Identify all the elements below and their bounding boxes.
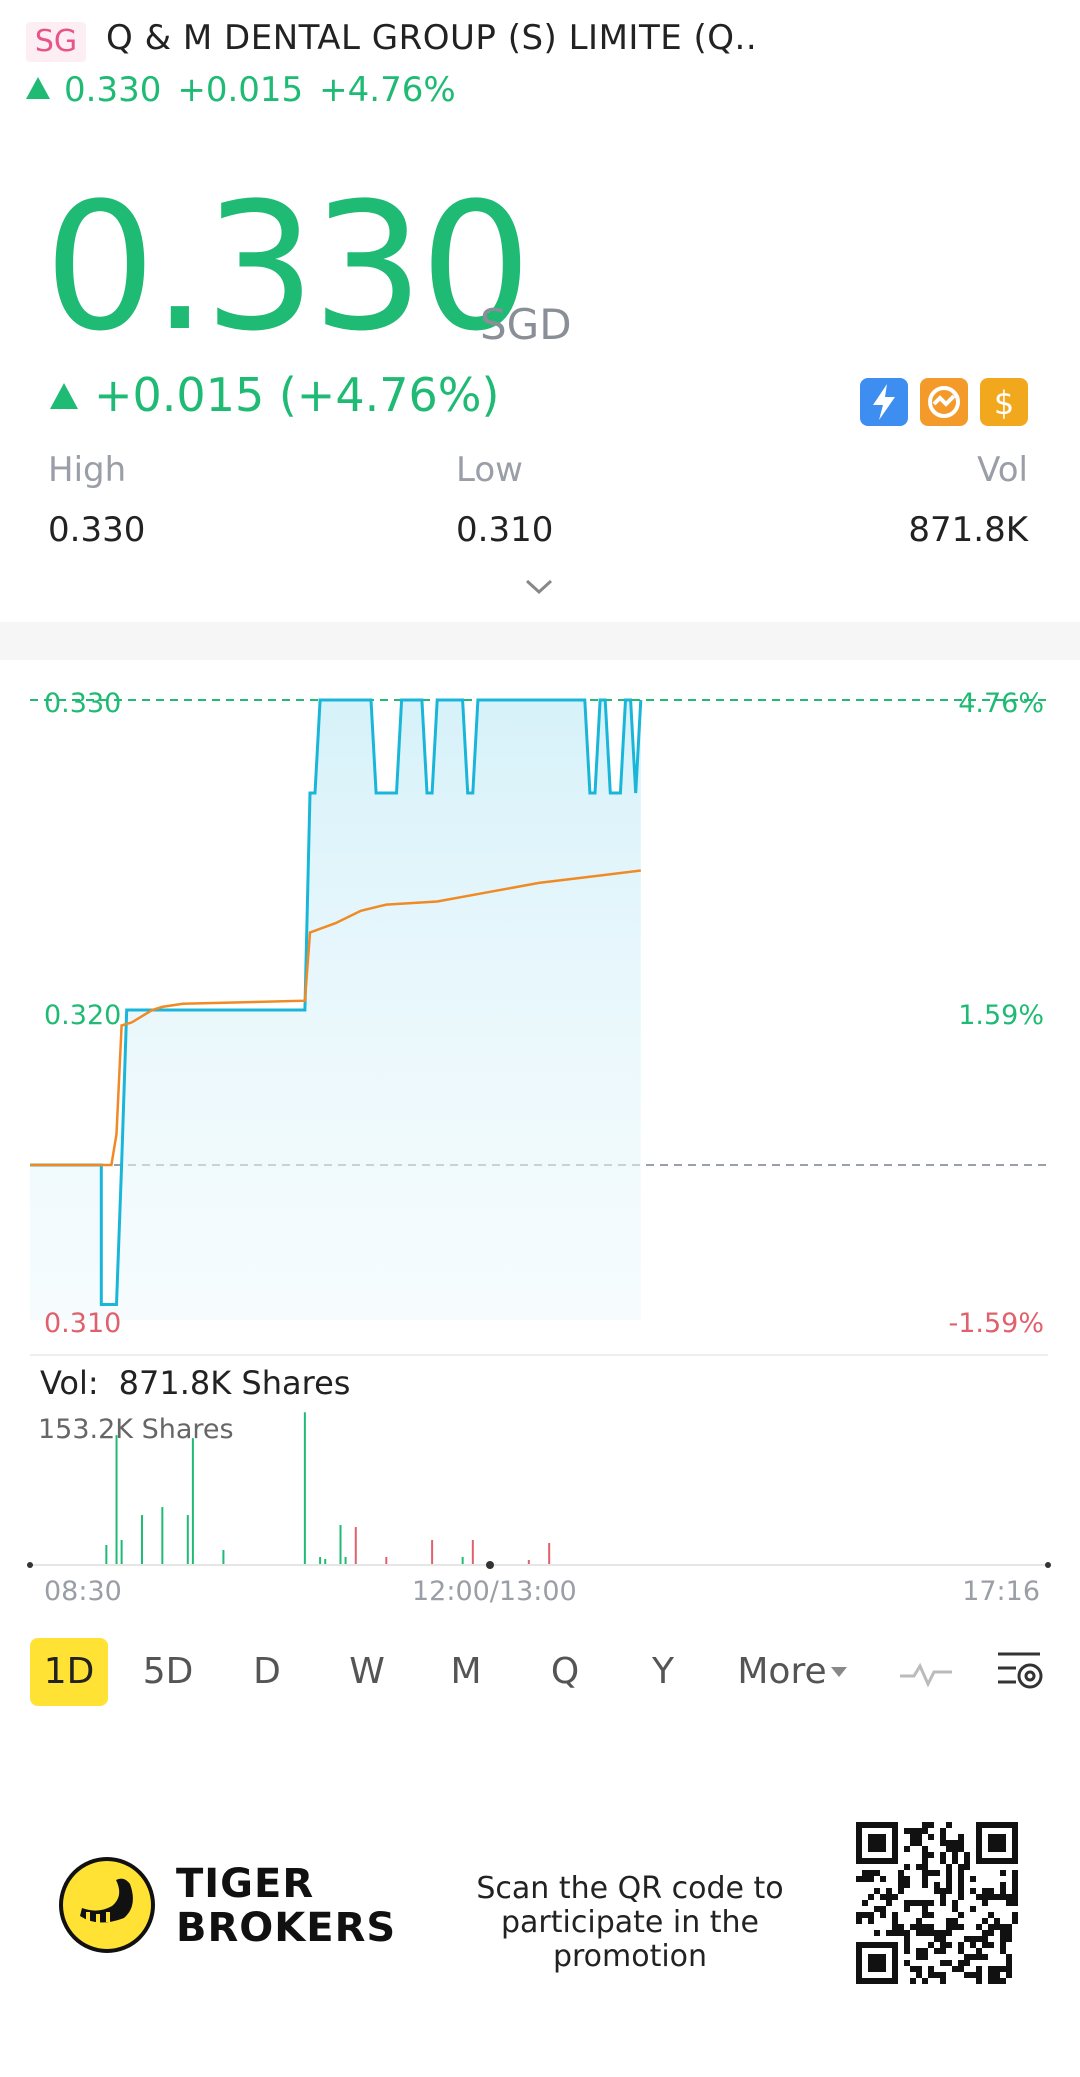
- period-more[interactable]: More: [726, 1638, 858, 1706]
- volume-max-label: 153.2K Shares: [38, 1414, 234, 1445]
- period-more-label: More: [737, 1651, 827, 1692]
- low-label: Low: [456, 450, 523, 490]
- pct-label-low: -1.59%: [948, 1308, 1044, 1339]
- intraday-chart[interactable]: [0, 660, 1080, 1580]
- header-change: +0.015: [177, 70, 304, 110]
- chart-swap-icon[interactable]: [920, 378, 968, 426]
- feature-badges: $: [860, 378, 1028, 426]
- y-label-high: 0.330: [44, 688, 122, 719]
- period-m[interactable]: M: [450, 1651, 482, 1692]
- period-d[interactable]: D: [253, 1651, 281, 1692]
- qr-code[interactable]: [856, 1822, 1018, 1984]
- promo-line-1: Scan the QR code to: [476, 1871, 784, 1906]
- period-q[interactable]: Q: [550, 1651, 580, 1692]
- stock-title[interactable]: Q & M DENTAL GROUP (S) LIMITE (Q..: [106, 18, 758, 58]
- axis-dot-start: [27, 1562, 33, 1568]
- period-1d[interactable]: 1D: [30, 1638, 108, 1706]
- header-price: 0.330: [64, 70, 162, 110]
- high-value: 0.330: [48, 510, 146, 550]
- volume-title-value: 871.8K Shares: [118, 1364, 351, 1402]
- chart-settings-icon[interactable]: [996, 1646, 1046, 1696]
- high-label: High: [48, 450, 127, 490]
- caret-down-icon: [830, 1667, 847, 1677]
- low-value: 0.310: [456, 510, 554, 550]
- up-arrow-icon: [26, 77, 50, 99]
- average-price-line: [30, 869, 641, 1167]
- up-arrow-icon: [50, 383, 78, 409]
- svg-text:$: $: [994, 384, 1014, 422]
- volume-title-label: Vol:: [40, 1364, 99, 1402]
- brand-line-1: TIGER: [176, 1861, 315, 1907]
- section-divider: [0, 622, 1080, 660]
- vol-label: Vol: [977, 450, 1028, 490]
- price-area-fill: [30, 700, 641, 1320]
- period-y[interactable]: Y: [652, 1651, 674, 1692]
- volume-title: Vol: 871.8K Shares: [40, 1364, 370, 1402]
- brand-name: TIGER BROKERS: [176, 1862, 396, 1950]
- price-line: [30, 698, 643, 1306]
- promo-text: Scan the QR code to participate in the p…: [420, 1872, 840, 1974]
- y-label-low: 0.310: [44, 1308, 122, 1339]
- price-change-text: +0.015 (+4.76%): [94, 368, 500, 422]
- time-label-close: 17:16: [962, 1576, 1040, 1607]
- period-5d[interactable]: 5D: [142, 1651, 194, 1692]
- header-change-pct: +4.76%: [319, 70, 456, 110]
- promo-line-2: participate in the promotion: [501, 1905, 759, 1974]
- time-label-open: 08:30: [44, 1576, 122, 1607]
- indicator-icon[interactable]: [898, 1652, 954, 1692]
- currency-label: SGD: [480, 300, 572, 349]
- chevron-down-icon[interactable]: [524, 572, 554, 602]
- price-change: +0.015 (+4.76%): [50, 368, 499, 422]
- dollar-icon[interactable]: $: [980, 378, 1028, 426]
- axis-dot-end: [1045, 1562, 1051, 1568]
- pct-label-mid: 1.59%: [958, 1000, 1044, 1031]
- stock-header: SG Q & M DENTAL GROUP (S) LIMITE (Q.. 0.…: [0, 0, 1080, 120]
- brand-line-2: BROKERS: [176, 1905, 397, 1951]
- period-w[interactable]: W: [349, 1651, 385, 1692]
- y-label-mid: 0.320: [44, 1000, 122, 1031]
- header-mini-quote: 0.330 +0.015 +4.76%: [26, 70, 472, 110]
- market-badge: SG: [26, 22, 86, 62]
- pct-label-high: 4.76%: [958, 688, 1044, 719]
- current-price: 0.330: [44, 165, 532, 370]
- period-selector: 1D 5D D W M Q Y More: [0, 1630, 1080, 1714]
- axis-dot-mid: [486, 1561, 494, 1569]
- time-label-mid: 12:00/13:00: [412, 1576, 577, 1607]
- vol-value: 871.8K: [908, 510, 1028, 550]
- lightning-icon[interactable]: [860, 378, 908, 426]
- tiger-logo-icon: [59, 1857, 155, 1953]
